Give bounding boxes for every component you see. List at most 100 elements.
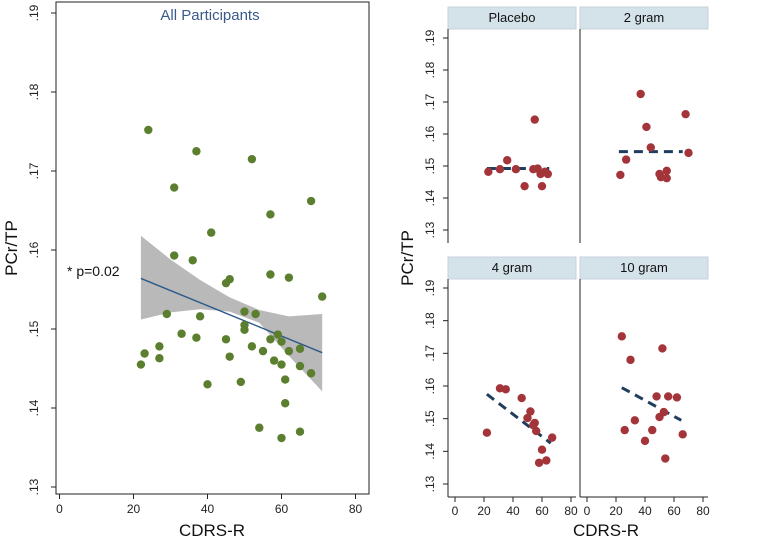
fit-line (485, 392, 552, 445)
facet-title: 4 gram (492, 260, 532, 275)
data-point (136, 360, 146, 369)
data-point (273, 330, 282, 339)
data-point (543, 169, 552, 179)
y-tick-label: .19 (27, 4, 41, 21)
facet-title: 2 gram (624, 10, 664, 25)
plot-area-frame (55, 1, 370, 495)
data-point (247, 154, 257, 164)
data-point (678, 430, 687, 439)
data-point (195, 312, 205, 321)
data-point (620, 425, 629, 435)
chart-title: All Participants (160, 7, 259, 24)
x-tick-label: 20 (477, 504, 491, 518)
four-gram-chart: 4 gram 0 20 40 60 80 .13 .14 .15 .16 .17 .18 .19 (423, 256, 578, 518)
data-point (621, 155, 631, 164)
x-tick-label: 80 (696, 504, 710, 518)
y-tick-label: .17 (423, 345, 437, 362)
data-point (247, 342, 257, 351)
x-axis-ticks: 0 20 40 60 80 (56, 494, 362, 516)
y-tick-label: .19 (423, 29, 437, 46)
fit-line (621, 386, 682, 422)
data-point (684, 148, 693, 158)
y-tick-label: .15 (423, 410, 437, 427)
x-tick-label: 60 (535, 504, 549, 518)
x-tick-label: 80 (349, 502, 363, 516)
data-point (547, 433, 557, 442)
x-tick-label: 20 (609, 504, 623, 518)
data-point (636, 89, 645, 99)
data-point (266, 270, 275, 279)
y-tick-label: .19 (423, 279, 437, 296)
data-point (295, 427, 305, 436)
data-point (225, 352, 234, 361)
data-point (648, 425, 657, 435)
data-point (281, 375, 290, 384)
y-tick-label: .13 (423, 475, 437, 492)
data-point (616, 170, 625, 180)
data-point (277, 433, 286, 443)
data-point (284, 346, 294, 356)
data-point (542, 456, 551, 465)
y-tick-label: .17 (27, 162, 41, 179)
fit-line (140, 277, 323, 354)
confidence-band-layer (140, 235, 323, 392)
data-point (646, 143, 655, 152)
x-tick-label: 60 (275, 502, 289, 516)
y-tick-label: .14 (27, 399, 41, 416)
data-point (482, 428, 492, 437)
data-point (672, 393, 682, 402)
data-points (136, 125, 327, 443)
data-point (534, 458, 544, 467)
data-point (537, 445, 547, 454)
x-tick-label: 40 (201, 502, 215, 516)
data-point (251, 309, 260, 319)
facet-title: Placebo (489, 10, 536, 25)
facet-header (579, 6, 709, 30)
data-point (658, 344, 667, 353)
data-point (266, 335, 275, 344)
y-tick-label: .16 (423, 377, 437, 394)
placebo-chart: Placebo .13 .14 .15 .16 .17 .18 .19 (423, 6, 577, 243)
data-point (192, 333, 201, 342)
data-point (269, 356, 279, 365)
data-point (652, 392, 661, 401)
data-point (306, 369, 316, 378)
x-tick-label: 0 (584, 504, 591, 518)
data-point (501, 385, 510, 394)
facet-header (447, 256, 577, 280)
y-tick-label: .13 (423, 221, 437, 238)
data-point (526, 407, 535, 416)
data-point (659, 407, 669, 417)
y-tick-label: .16 (423, 125, 437, 142)
x-tick-label: 40 (638, 504, 652, 518)
data-point (318, 292, 327, 301)
ten-gram-chart: 10 gram 0 20 40 60 80 (579, 256, 710, 518)
y-tick-label: .18 (27, 83, 41, 100)
facet-header (579, 256, 709, 280)
data-point (277, 360, 286, 369)
two-gram-chart: 2 gram (579, 6, 709, 243)
x-tick-label: 80 (564, 504, 578, 518)
facet-header (447, 6, 577, 30)
data-point (642, 122, 651, 132)
p-value-annotation: * p=0.02 (67, 263, 120, 279)
data-point (236, 377, 245, 387)
data-point (503, 156, 512, 165)
y-tick-label: .17 (423, 93, 437, 110)
data-point (484, 167, 493, 176)
data-point (155, 342, 164, 351)
x-tick-label: 60 (667, 504, 681, 518)
facet-y-axis-title: PCr/TP (398, 230, 417, 286)
data-point (306, 196, 316, 206)
data-point (221, 335, 231, 344)
y-tick-label: .16 (27, 241, 41, 258)
all-participants-chart: All Participants * p=0.02 CDRS-R PCr/TP … (2, 1, 370, 540)
data-point (662, 166, 671, 175)
data-point (155, 354, 164, 363)
x-tick-label: 20 (127, 502, 141, 516)
data-point (284, 273, 294, 282)
y-tick-label: .14 (423, 189, 437, 206)
x-tick-label: 0 (56, 502, 63, 516)
data-point (281, 399, 290, 408)
